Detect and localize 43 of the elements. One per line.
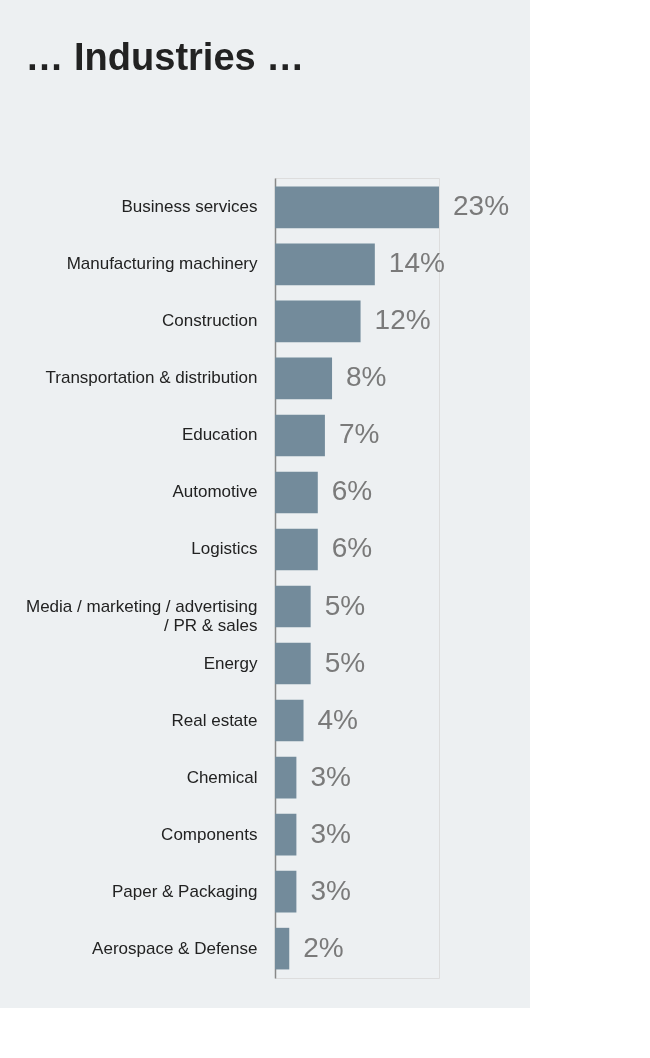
bar: [275, 300, 361, 343]
y-tick-label: Chemical: [186, 767, 258, 787]
bar: [275, 243, 375, 286]
y-tick-label: Energy: [203, 653, 258, 673]
data-label: 7%: [338, 418, 380, 450]
bar: [275, 813, 297, 856]
y-tick-label: Media / marketing / advertising / PR & sales: [26, 596, 258, 635]
y-tick-label: Paper & Packaging: [111, 881, 258, 901]
data-label: 2%: [303, 931, 344, 963]
bar: [275, 585, 311, 628]
y-tick-label: Real estate: [171, 710, 258, 730]
data-label: 3%: [310, 817, 351, 849]
y-tick-label: Components: [161, 824, 258, 844]
bar: [275, 642, 311, 685]
bar: [275, 357, 333, 400]
bar: [275, 471, 318, 514]
bar: [275, 756, 297, 799]
data-label: 8%: [346, 361, 387, 393]
data-label: 5%: [324, 589, 366, 621]
data-label: 3%: [310, 760, 351, 792]
y-tick-label: Construction: [162, 311, 258, 331]
y-tick-label: Transportation & distribution: [45, 368, 258, 388]
data-label: 23%: [453, 190, 510, 222]
bar: [275, 927, 290, 970]
bar: [275, 414, 325, 457]
bar: [275, 699, 304, 742]
bar: [275, 870, 297, 913]
y-tick-label: Education: [181, 425, 258, 445]
data-label: 14%: [388, 247, 445, 279]
data-label: 6%: [331, 532, 373, 564]
y-tick-label: Business services: [121, 197, 258, 217]
data-label: 12%: [374, 304, 431, 336]
data-label: 6%: [331, 475, 373, 507]
y-tick-label: Aerospace & Defense: [92, 938, 258, 958]
y-tick-label: Manufacturing machinery: [66, 254, 258, 274]
data-label: 3%: [310, 874, 351, 906]
data-label: 5%: [324, 646, 366, 678]
bar: [275, 186, 439, 229]
y-tick-label: Automotive: [172, 482, 258, 502]
chart-title: … Industries …: [25, 36, 305, 78]
y-tick-label: Logistics: [191, 539, 258, 559]
bar: [275, 528, 318, 571]
data-label: 4%: [317, 703, 358, 735]
